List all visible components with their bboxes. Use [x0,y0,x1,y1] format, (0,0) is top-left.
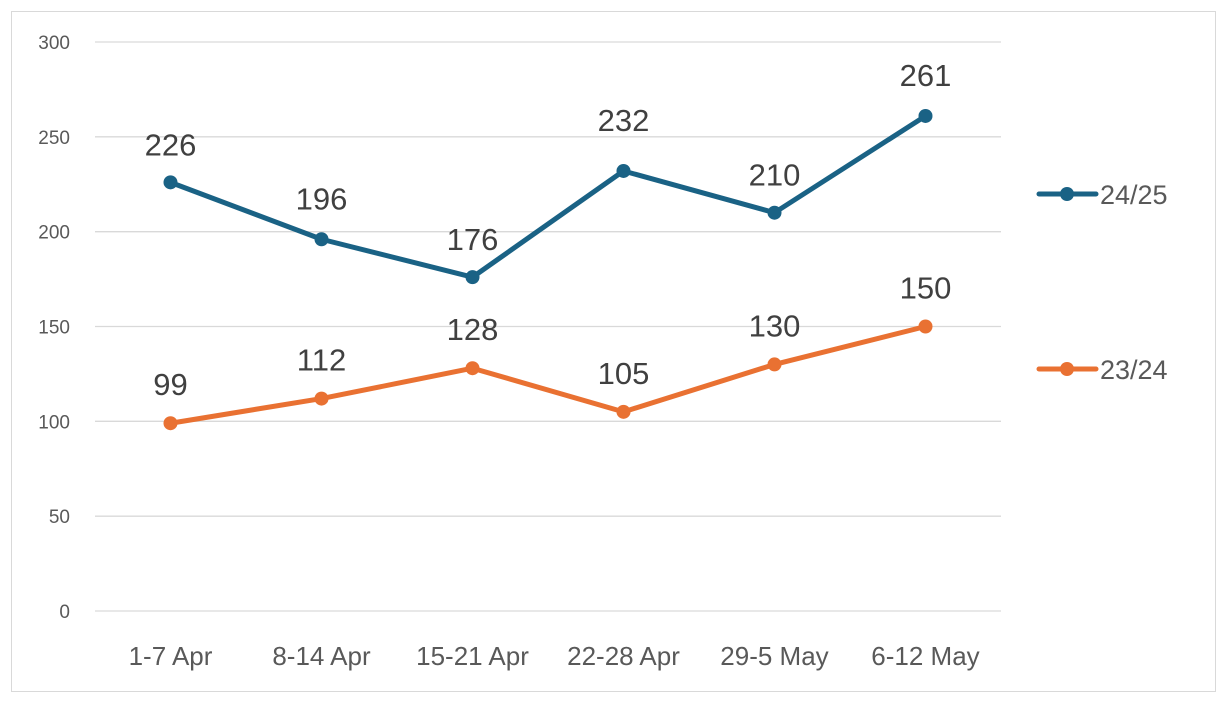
gridlines [95,41,1001,612]
legend-item-23-24: 23/24 [1036,355,1168,385]
data-label: 105 [598,356,650,391]
data-point [163,416,178,431]
data-point [465,361,480,376]
y-axis-labels: 0 50 100 150 200 250 300 [38,33,70,623]
x-tick-label: 1-7 Apr [129,641,213,671]
data-point [163,175,178,190]
data-label: 130 [749,308,801,343]
legend: 24/25 23/24 [1036,180,1168,385]
y-tick-label: 0 [59,602,70,623]
x-tick-label: 6-12 May [871,641,979,671]
series-line-24-25 [168,113,928,280]
data-label: 176 [447,222,499,257]
legend-marker-icon [1060,187,1074,201]
legend-label: 23/24 [1100,355,1168,385]
data-point [767,205,782,220]
data-point [918,319,933,334]
data-label: 232 [598,103,650,138]
x-axis-labels: 1-7 Apr 8-14 Apr 15-21 Apr 22-28 Apr 29-5 Ma… [129,641,980,671]
y-tick-label: 50 [49,507,70,528]
y-tick-label: 150 [38,318,70,339]
x-tick-label: 8-14 Apr [272,641,371,671]
data-point [465,270,480,285]
series-lines [163,108,933,431]
data-label: 261 [900,58,952,93]
data-point [616,163,631,178]
chart-frame [11,11,1216,692]
data-point [314,232,329,247]
data-label: 210 [749,158,801,193]
data-label: 112 [297,343,346,378]
data-point [616,404,631,419]
data-labels: 226 196 176 232 210 261 99 112 128 105 130 150 [145,58,952,402]
data-point [767,357,782,372]
y-tick-label: 300 [38,33,70,54]
x-tick-label: 29-5 May [720,641,828,671]
y-tick-label: 250 [38,128,70,149]
data-label: 99 [153,367,187,402]
data-label: 196 [296,181,348,216]
legend-marker-icon [1060,362,1074,376]
data-point [918,108,933,123]
data-label: 150 [900,271,952,306]
y-tick-label: 200 [38,223,70,244]
series-line-23-24 [168,324,928,426]
data-point [314,391,329,406]
legend-item-24-25: 24/25 [1036,180,1168,210]
data-label: 226 [145,127,197,162]
y-tick-label: 100 [38,412,70,433]
data-label: 128 [447,312,499,347]
x-tick-label: 15-21 Apr [416,641,529,671]
x-tick-label: 22-28 Apr [567,641,680,671]
legend-label: 24/25 [1100,180,1168,210]
